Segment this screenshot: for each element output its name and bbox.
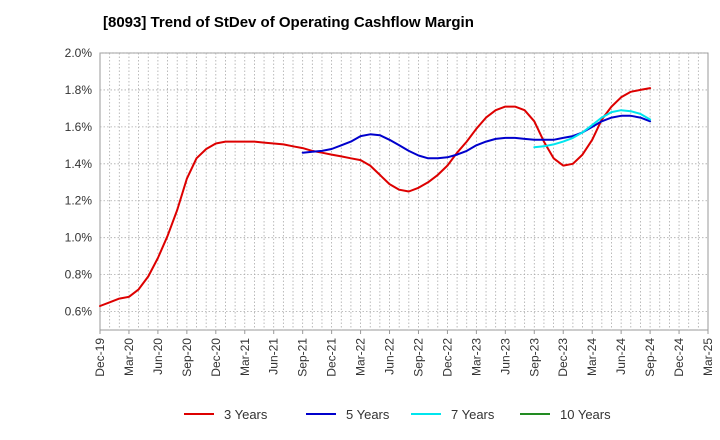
series-line-7-years <box>533 109 652 149</box>
y-tick-label: 1.2% <box>65 194 93 208</box>
x-tick-label: Jun-23 <box>498 338 512 375</box>
x-tick-label: Sep-21 <box>296 338 310 377</box>
x-tick-label: Dec-21 <box>325 338 339 377</box>
x-tick-label: Mar-20 <box>122 338 136 376</box>
legend-label: 3 Years <box>224 407 268 422</box>
x-axis: Dec-19 Mar-20 Jun-20 Sep-20 Dec-20 Mar-21 Jun-… <box>93 330 715 377</box>
x-tick-label: Jun-24 <box>614 338 628 375</box>
y-tick-label: 0.6% <box>65 305 93 319</box>
x-tick-label: Dec-20 <box>209 338 223 377</box>
x-tick-label: Jun-22 <box>383 338 397 375</box>
legend-label: 7 Years <box>451 407 495 422</box>
y-tick-label: 0.8% <box>65 268 93 282</box>
legend-label: 5 Years <box>346 407 390 422</box>
y-tick-label: 1.4% <box>65 157 93 171</box>
x-tick-label: Dec-23 <box>556 338 570 377</box>
x-tick-label: Jun-20 <box>151 338 165 375</box>
x-tick-label: Mar-25 <box>701 338 715 376</box>
series-group <box>99 87 652 307</box>
y-tick-label: 1.6% <box>65 120 93 134</box>
x-tick-label: Mar-21 <box>238 338 252 376</box>
chart-title: [8093] Trend of StDev of Operating Cashf… <box>103 14 474 31</box>
x-tick-label: Dec-19 <box>93 338 107 377</box>
series-line-5-years <box>301 114 652 160</box>
x-tick-label: Sep-20 <box>180 338 194 377</box>
x-tick-label: Sep-24 <box>643 338 657 377</box>
grid <box>100 52 708 330</box>
x-tick-label: Mar-24 <box>585 338 599 376</box>
y-tick-label: 2.0% <box>65 46 93 60</box>
legend: 3 Years 5 Years 7 Years 10 Years <box>184 407 611 422</box>
y-tick-label: 1.0% <box>65 231 93 245</box>
y-tick-label: 1.8% <box>65 83 93 97</box>
y-axis: 0.6% 0.8% 1.0% 1.2% 1.4% 1.6% 1.8% 2.0% <box>65 46 93 319</box>
x-tick-label: Mar-23 <box>469 338 483 376</box>
x-tick-label: Dec-22 <box>440 338 454 377</box>
x-tick-label: Jun-21 <box>267 338 281 375</box>
x-tick-label: Mar-22 <box>354 338 368 376</box>
x-tick-label: Sep-23 <box>527 338 541 377</box>
x-tick-label: Dec-24 <box>672 338 686 377</box>
legend-label: 10 Years <box>560 407 611 422</box>
series-line-3-years <box>99 87 652 307</box>
x-tick-label: Sep-22 <box>411 338 425 377</box>
